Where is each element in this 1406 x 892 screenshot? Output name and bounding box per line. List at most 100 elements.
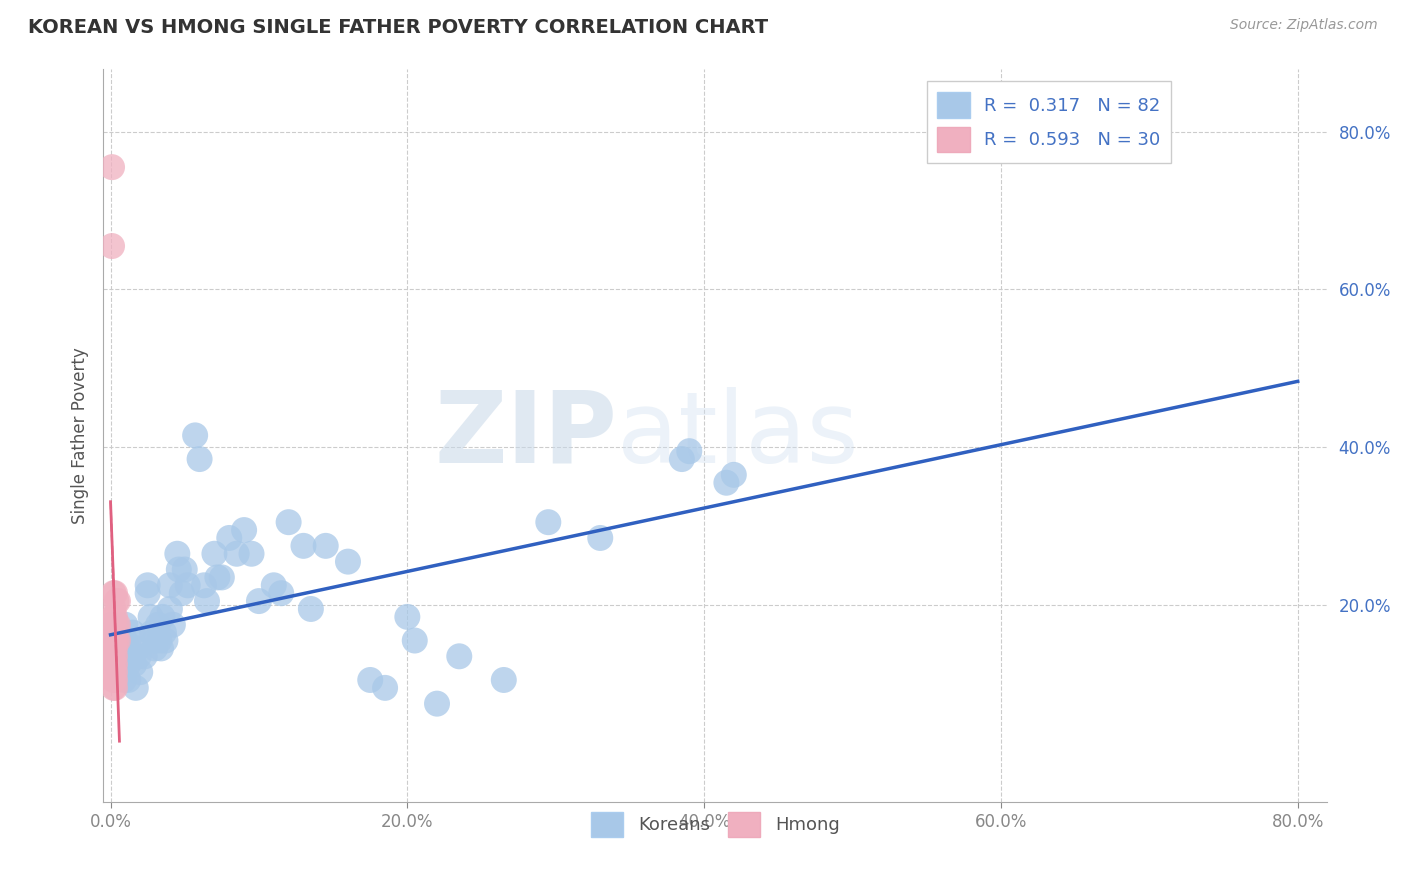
Point bbox=[359, 673, 381, 687]
Point bbox=[104, 657, 127, 672]
Point bbox=[247, 594, 270, 608]
Point bbox=[104, 649, 127, 664]
Point bbox=[148, 633, 170, 648]
Point bbox=[143, 641, 166, 656]
Point bbox=[108, 665, 131, 679]
Point bbox=[211, 570, 233, 584]
Point bbox=[132, 633, 155, 648]
Point bbox=[103, 665, 125, 679]
Point bbox=[105, 594, 128, 608]
Point bbox=[110, 649, 132, 664]
Point bbox=[115, 641, 138, 656]
Point bbox=[716, 475, 738, 490]
Point bbox=[315, 539, 337, 553]
Point bbox=[129, 665, 152, 679]
Point bbox=[110, 633, 132, 648]
Text: ZIP: ZIP bbox=[434, 387, 617, 483]
Point bbox=[112, 673, 135, 687]
Point bbox=[184, 428, 207, 442]
Point bbox=[671, 452, 693, 467]
Point bbox=[233, 523, 256, 537]
Point bbox=[104, 673, 127, 687]
Point bbox=[107, 633, 129, 648]
Point bbox=[103, 602, 125, 616]
Point bbox=[263, 578, 285, 592]
Point bbox=[426, 697, 449, 711]
Point bbox=[105, 633, 128, 648]
Point bbox=[449, 649, 471, 664]
Point bbox=[678, 444, 700, 458]
Point bbox=[404, 633, 426, 648]
Point bbox=[166, 547, 188, 561]
Point bbox=[146, 617, 169, 632]
Point bbox=[103, 673, 125, 687]
Point bbox=[374, 681, 396, 695]
Point bbox=[104, 641, 127, 656]
Text: Source: ZipAtlas.com: Source: ZipAtlas.com bbox=[1230, 18, 1378, 32]
Point bbox=[218, 531, 240, 545]
Point bbox=[105, 657, 128, 672]
Point bbox=[103, 657, 125, 672]
Point bbox=[204, 547, 226, 561]
Point bbox=[103, 649, 125, 664]
Point bbox=[104, 681, 127, 695]
Point bbox=[277, 515, 299, 529]
Point bbox=[492, 673, 515, 687]
Point bbox=[193, 578, 215, 592]
Point bbox=[336, 555, 359, 569]
Point bbox=[723, 467, 745, 482]
Point bbox=[107, 594, 129, 608]
Point bbox=[125, 681, 148, 695]
Point bbox=[104, 641, 127, 656]
Point bbox=[127, 641, 149, 656]
Text: KOREAN VS HMONG SINGLE FATHER POVERTY CORRELATION CHART: KOREAN VS HMONG SINGLE FATHER POVERTY CO… bbox=[28, 18, 768, 37]
Point bbox=[103, 625, 125, 640]
Point bbox=[134, 649, 156, 664]
Point bbox=[128, 649, 150, 664]
Point bbox=[396, 610, 419, 624]
Point bbox=[299, 602, 322, 616]
Point bbox=[121, 625, 143, 640]
Point bbox=[153, 625, 176, 640]
Point bbox=[139, 610, 162, 624]
Point bbox=[240, 547, 263, 561]
Point bbox=[207, 570, 229, 584]
Point bbox=[107, 649, 129, 664]
Point bbox=[167, 562, 190, 576]
Point bbox=[170, 586, 193, 600]
Point bbox=[114, 633, 136, 648]
Point bbox=[103, 586, 125, 600]
Point bbox=[136, 578, 159, 592]
Point bbox=[117, 657, 139, 672]
Point bbox=[136, 586, 159, 600]
Point bbox=[104, 649, 127, 664]
Point bbox=[101, 633, 124, 648]
Point bbox=[589, 531, 612, 545]
Point bbox=[103, 617, 125, 632]
Point bbox=[117, 673, 139, 687]
Point bbox=[225, 547, 247, 561]
Point bbox=[104, 610, 127, 624]
Point bbox=[107, 617, 129, 632]
Point bbox=[162, 617, 184, 632]
Point bbox=[177, 578, 200, 592]
Y-axis label: Single Father Poverty: Single Father Poverty bbox=[72, 347, 89, 524]
Point bbox=[292, 539, 315, 553]
Point bbox=[104, 625, 127, 640]
Point bbox=[104, 665, 127, 679]
Point bbox=[111, 657, 134, 672]
Point bbox=[159, 602, 181, 616]
Point bbox=[107, 641, 129, 656]
Point bbox=[143, 633, 166, 648]
Point bbox=[101, 239, 124, 253]
Point bbox=[121, 649, 143, 664]
Point bbox=[103, 681, 125, 695]
Point bbox=[107, 633, 129, 648]
Point bbox=[124, 657, 146, 672]
Point bbox=[103, 610, 125, 624]
Point bbox=[104, 586, 127, 600]
Point bbox=[152, 610, 174, 624]
Point bbox=[103, 625, 125, 640]
Point bbox=[108, 657, 131, 672]
Point bbox=[270, 586, 292, 600]
